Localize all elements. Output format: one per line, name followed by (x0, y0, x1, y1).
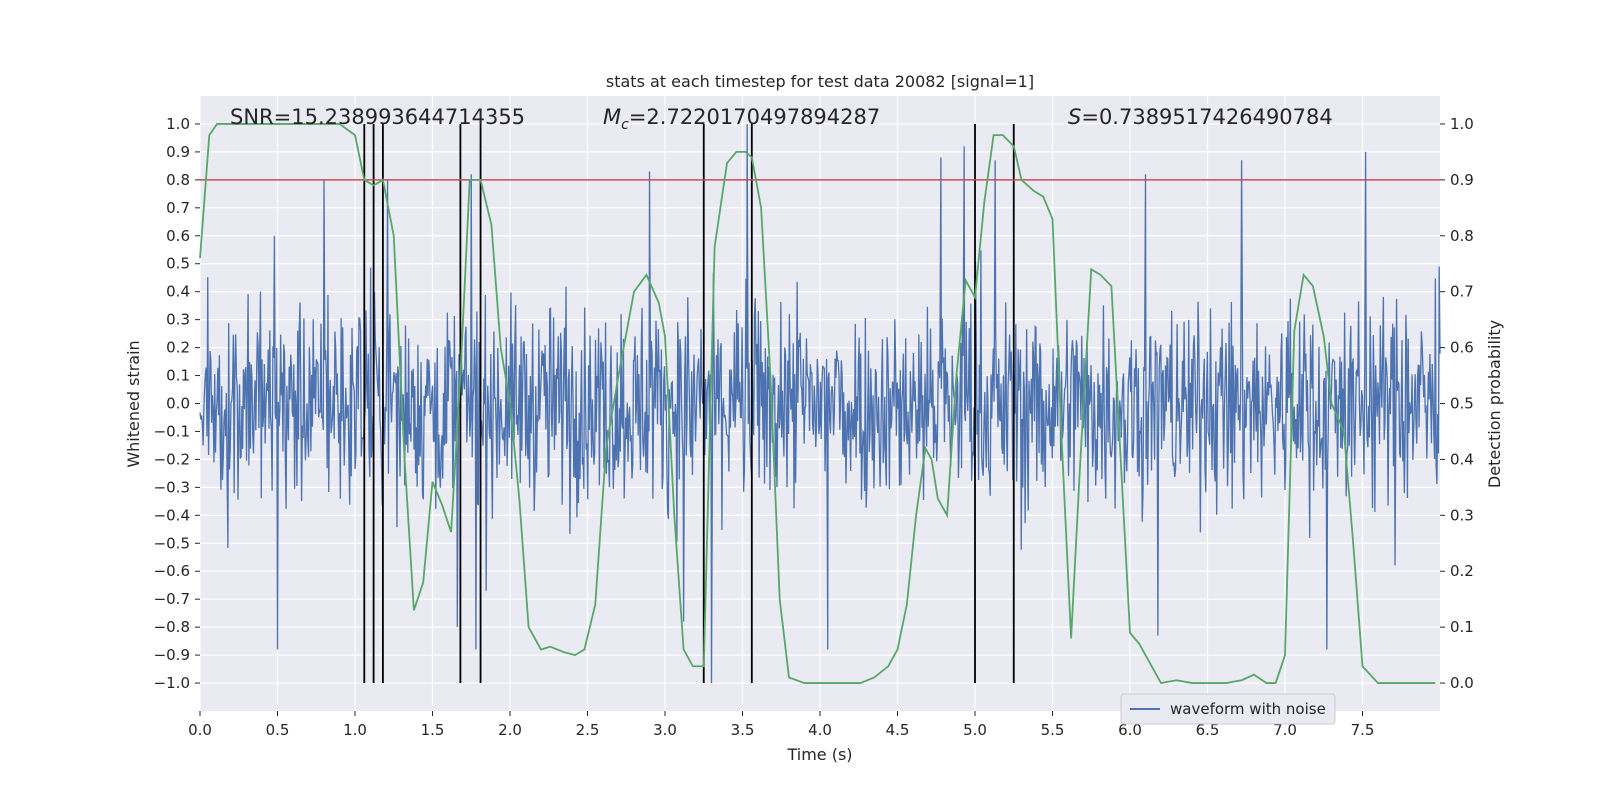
y-left-tick-label: −0.2 (154, 450, 190, 468)
y-axis-right-ticks: 1.0 0.9 0.8 0.7 0.6 0.5 0.4 0.3 0.2 0.1 0.0 (1440, 115, 1474, 692)
x-tick-label: 5.0 (963, 721, 987, 739)
y-right-tick-label: 0.8 (1450, 227, 1474, 245)
y-right-tick-label: 0.4 (1450, 450, 1474, 468)
y-left-tick-label: −0.1 (154, 422, 190, 440)
y-left-tick-label: 1.0 (166, 115, 190, 133)
y-right-tick-label: 0.7 (1450, 283, 1474, 301)
vertical-markers (363, 123, 1015, 684)
waveform-series (199, 123, 1441, 684)
x-tick-label: 2.5 (576, 721, 600, 739)
x-tick-label: 7.0 (1273, 721, 1297, 739)
y-right-tick-label: 0.6 (1450, 339, 1474, 357)
y-right-tick-label: 0.1 (1450, 618, 1474, 636)
y-axis-left-ticks: 1.0 0.9 0.8 0.7 0.6 0.5 0.4 0.3 0.2 0.1 0.0 −0.1 −0.… (154, 115, 200, 692)
s-annotation: S=0.7389517426490784 (1068, 105, 1333, 129)
y-left-tick-label: 0.5 (166, 255, 190, 273)
x-tick-label: 4.0 (808, 721, 832, 739)
y-left-tick-label: 0.6 (166, 227, 190, 245)
y-right-tick-label: 1.0 (1450, 115, 1474, 133)
y-right-tick-label: 0.5 (1450, 395, 1474, 413)
y-left-tick-label: 0.9 (166, 143, 190, 161)
x-tick-label: 7.5 (1351, 721, 1375, 739)
legend: waveform with noise (1120, 693, 1336, 725)
y-right-tick-label: 0.2 (1450, 562, 1474, 580)
y-left-tick-label: −1.0 (154, 674, 190, 692)
y-axis-right-label: Detection probability (1485, 320, 1504, 488)
chirp-mass-annotation: Mc=2.7220170497894287 (603, 105, 880, 133)
x-axis-label: Time (s) (786, 745, 852, 764)
y-left-tick-label: 0.1 (166, 367, 190, 385)
x-axis-ticks: 0.0 0.5 1.0 1.5 2.0 2.5 3.0 3.5 4.0 4.5 5.0 5.5 6.0 6… (188, 711, 1374, 739)
legend-label: waveform with noise (1170, 700, 1326, 718)
x-tick-label: 3.0 (653, 721, 677, 739)
x-tick-label: 1.5 (421, 721, 445, 739)
x-tick-label: 2.0 (498, 721, 522, 739)
s-symbol: S (1068, 105, 1081, 129)
y-left-tick-label: 0.8 (166, 171, 190, 189)
legend-box (1120, 693, 1336, 725)
y-axis-left-label: Whitened strain (124, 340, 143, 467)
y-left-tick-label: −0.8 (154, 618, 190, 636)
waveform-line (199, 123, 1441, 684)
x-tick-label: 6.0 (1118, 721, 1142, 739)
y-left-tick-label: 0.4 (166, 283, 190, 301)
x-tick-label: 6.5 (1196, 721, 1220, 739)
y-left-tick-label: 0.2 (166, 339, 190, 357)
y-left-tick-label: 0.0 (166, 395, 190, 413)
x-tick-label: 0.5 (266, 721, 290, 739)
probability-line (199, 123, 1436, 685)
y-left-tick-label: −0.3 (154, 478, 190, 496)
x-tick-label: 1.0 (343, 721, 367, 739)
y-right-tick-label: 0.9 (1450, 171, 1474, 189)
y-left-tick-label: −0.6 (154, 562, 190, 580)
chirp-mass-subscript: c (621, 117, 629, 133)
probability-series (199, 123, 1436, 685)
y-left-tick-label: −0.9 (154, 646, 190, 664)
y-right-tick-label: 0.0 (1450, 674, 1474, 692)
x-tick-label: 4.5 (886, 721, 910, 739)
y-right-tick-label: 0.3 (1450, 506, 1474, 524)
x-tick-label: 3.5 (731, 721, 755, 739)
chart-title: stats at each timestep for test data 200… (606, 72, 1034, 91)
y-left-tick-label: −0.5 (154, 534, 190, 552)
y-left-tick-label: 0.7 (166, 199, 190, 217)
chirp-mass-value: =2.7220170497894287 (629, 105, 880, 129)
s-value: =0.7389517426490784 (1081, 105, 1332, 129)
x-tick-label: 0.0 (188, 721, 212, 739)
x-tick-label: 5.5 (1041, 721, 1065, 739)
chirp-mass-symbol: M (603, 105, 621, 129)
y-left-tick-label: −0.7 (154, 590, 190, 608)
snr-annotation: SNR=15.238993644714355 (230, 105, 525, 129)
y-left-tick-label: −0.4 (154, 506, 190, 524)
y-left-tick-label: 0.3 (166, 311, 190, 329)
